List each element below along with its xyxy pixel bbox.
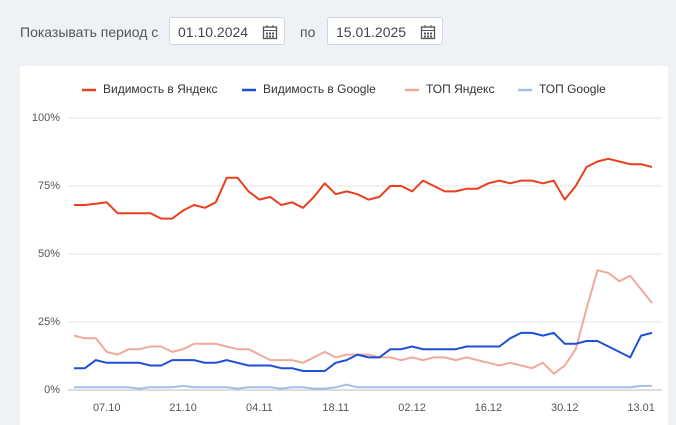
y-tick-label: 100% [32,112,60,124]
series-line [74,157,653,220]
x-tick-label: 04.11 [246,402,273,414]
series-line [74,331,653,372]
calendar-icon [262,25,278,40]
label-to: по [300,24,316,40]
series-line [73,269,653,375]
x-tick-label: 02.12 [398,402,426,414]
legend-label: ТОП Яндекс [426,82,494,96]
y-tick-label: 50% [38,248,60,260]
legend-label: Видимость в Google [263,82,376,96]
date-to: 15.01.2025 [336,24,407,40]
date-input-from[interactable]: 01.10.2024 [169,17,285,45]
legend-label: Видимость в Яндекс [103,82,217,96]
filter-bar: Показывать период с 01.10.2024 по 15.01.… [0,0,676,64]
x-tick-label: 18.11 [322,402,349,414]
calendar-icon [420,25,436,40]
x-tick-label: 13.01 [627,402,655,414]
y-tick-label: 0% [44,384,60,396]
chart-panel [20,66,668,425]
y-tick-label: 25% [38,316,60,328]
legend-label: ТОП Google [539,82,606,96]
series-line [74,383,652,390]
x-tick-label: 16.12 [475,402,503,414]
x-tick-label: 21.10 [169,402,197,414]
x-tick-label: 07.10 [93,402,121,414]
label-from: Показывать период с [20,24,159,40]
date-from: 01.10.2024 [178,24,249,40]
date-input-to[interactable]: 15.01.2025 [327,17,443,45]
y-tick-label: 75% [38,180,60,192]
x-tick-label: 30.12 [551,402,579,414]
